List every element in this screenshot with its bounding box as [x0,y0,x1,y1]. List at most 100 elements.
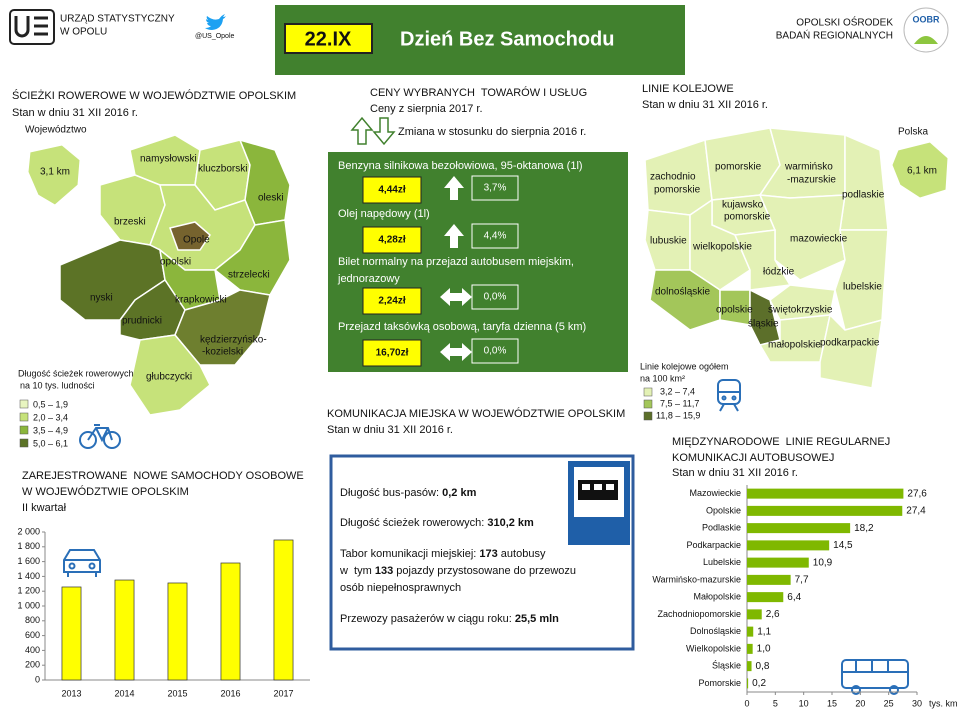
bar [747,643,753,654]
transport-section: KOMUNIKACJA MIEJSKA W WOJEWÓDZTWIE OPOLS… [327,407,635,651]
twitter-handle: @US_Opole [195,33,235,40]
legend-swatch [643,387,653,397]
legend-swatch [643,411,653,421]
legend-swatch [19,438,29,448]
y-tick-label: Zachodniopomorskie [657,609,741,619]
district-label: Opole [183,235,210,246]
voivodeship-label: świętokrzyskie [768,305,833,316]
y-tick-label: Podkarpackie [686,540,741,550]
district [129,334,211,416]
change-note: Zmiana w stosunku do sierpnia 2016 r. [398,126,586,138]
voivodeship-label: pomorskie [654,185,701,196]
value-label: 27,4 [906,506,926,517]
legend-title: Długość ścieżek rowerowych [18,368,134,378]
voivodeship-label: -mazurskie [787,175,836,186]
voivodeship-label: pomorskie [724,212,771,223]
voivodeship [834,229,889,331]
price: 2,24zł [378,296,405,307]
chart-subtitle: Stan w dniu 31 XII 2016 r. [672,467,798,479]
oobr-logo-mark [914,36,938,44]
voivodeship-label: podkarpackie [820,338,880,349]
legend-label: 3,2 – 7,4 [660,386,695,396]
district-label: krapkowicki [175,295,227,306]
y-tick-label: 400 [25,645,40,655]
x-tick-label: 10 [799,698,809,708]
district [213,219,291,296]
change: 3,7% [484,183,507,194]
x-tick-label: 2013 [61,688,81,698]
section-subtitle: Stan w dniu 31 XII 2016 r. [642,99,768,111]
region-shape [891,141,949,199]
legend-label: 2,0 – 3,4 [33,412,68,422]
change: 0,0% [484,346,507,357]
change: 0,0% [484,292,507,303]
stat-label: Długość ścieżek rowerowych: [340,517,487,529]
chart-subtitle: II kwartał [22,502,67,514]
value-label: 0,2 [752,678,766,689]
legend-label: 0,5 – 1,9 [33,399,68,409]
org-name: OPOLSKI OŚRODEK [796,16,893,29]
value-label: 10,9 [813,557,833,568]
bar [747,592,784,603]
date-box [284,23,373,54]
voivodeship-label: pomorskie [715,162,762,173]
voivodeship-label: podlaskie [842,190,885,201]
item-name: Bilet normalny na przejazd autobusem mie… [338,256,574,268]
prices-section: CENY WYBRANYCH TOWARÓW I USŁUG Ceny z si… [328,86,628,372]
y-tick-label: Mazowieckie [689,488,741,498]
bar [61,586,82,681]
district-label: kluczborski [198,164,247,175]
x-tick-label: 30 [912,698,922,708]
change-box [471,338,519,364]
section-title: CENY WYBRANYCH TOWARÓW I USŁUG [370,86,587,99]
district-label: namysłowski [140,154,197,165]
stat-value: 0,2 km [442,487,476,499]
arrow-both [440,343,472,361]
stat-value: 173 [479,548,497,560]
section-title: LINIE KOLEJOWE [642,83,734,95]
voivodeship [769,284,836,321]
y-tick-label: Pomorskie [698,678,741,688]
stat-label: w tym [339,565,375,577]
bar [747,661,752,672]
legend-label: 11,8 – 15,9 [656,410,700,420]
x-tick-label: 15 [827,698,837,708]
price-box [362,176,422,204]
value-label: 27,6 [907,488,927,499]
bar [747,523,851,534]
stat-label: Przewozy pasażerów w ciągu roku: [340,613,515,625]
org-name: URZĄD STATYSTYCZNY [60,14,175,25]
stat-label: Tabor komunikacji miejskiej: [340,548,479,560]
y-tick-label: 200 [25,660,40,670]
stat-line: Długość bus-pasów: 0,2 km [340,487,477,499]
price-box [362,226,422,254]
bar [747,574,791,585]
y-tick-label: Wielkopolskie [686,643,741,653]
y-tick-label: 1 400 [17,571,40,581]
district-label: prudnicki [122,316,162,327]
voivodeship-label: zachodnio [650,172,696,183]
district-label: kędzierzyńsko- [200,335,267,346]
stat-value: 25,5 mln [515,613,559,625]
y-tick-label: 1 000 [17,600,40,610]
x-tick-label: 20 [855,698,865,708]
arrow-up [444,224,464,248]
value-label: 14,5 [833,540,853,551]
us-logo-mark [14,16,48,38]
district-label: oleski [258,193,284,204]
legend-swatch [643,399,653,409]
train-icon [717,379,741,412]
bar [747,488,904,499]
legend-title: Linie kolejowe ogółem [640,361,729,371]
legend-label: 5,0 – 6,1 [33,438,68,448]
change-box [471,223,519,249]
bus-icon [841,659,909,695]
section-subtitle: Stan w dniu 31 XII 2016 r. [12,107,138,119]
x-tick-label: 2016 [220,688,240,698]
voivodeship-label: lubelskie [843,282,882,293]
price-box [362,339,422,367]
stat-label: Długość bus-pasów: [340,487,442,499]
region-label: Województwo [25,125,87,136]
price-box [362,287,422,315]
change-icon [350,116,396,146]
